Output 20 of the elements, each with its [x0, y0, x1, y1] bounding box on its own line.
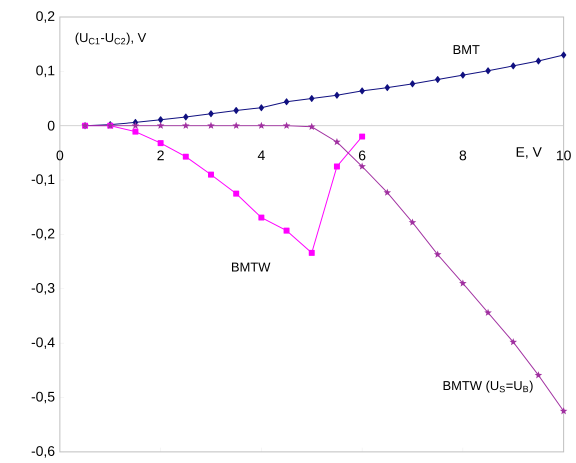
y-tick-label: -0,2 — [32, 228, 54, 240]
x-tick-label: 8 — [460, 150, 466, 160]
x-tick-label: 6 — [358, 150, 366, 160]
series-label: BMT — [454, 45, 480, 54]
y-tick-label: -0,4 — [32, 337, 55, 349]
x-tick-label: 10 — [556, 150, 571, 160]
x-tick-label: 2 — [157, 150, 164, 160]
y-axis-title: (U$_{C1}$-U$_{C2}$), V — [76, 32, 146, 45]
series-label: BMTW (U$_{S}$=U$_{B}$) — [444, 380, 533, 393]
y-tick-label: -0,5 — [32, 392, 54, 404]
y-tick-label: 0 — [48, 120, 54, 131]
x-axis-title: E, V — [516, 147, 542, 159]
y-tick-label: 0,2 — [36, 11, 54, 23]
y-tick-label: -0,1 — [32, 174, 54, 186]
x-tick-label: 0 — [56, 150, 64, 160]
y-tick-label: 0,1 — [36, 66, 54, 78]
text: BMTW — [232, 262, 270, 272]
y-tick-label: -0,3 — [32, 283, 54, 295]
y-tick-label: -0,6 — [32, 446, 54, 458]
x-tick-label: 4 — [258, 150, 265, 160]
